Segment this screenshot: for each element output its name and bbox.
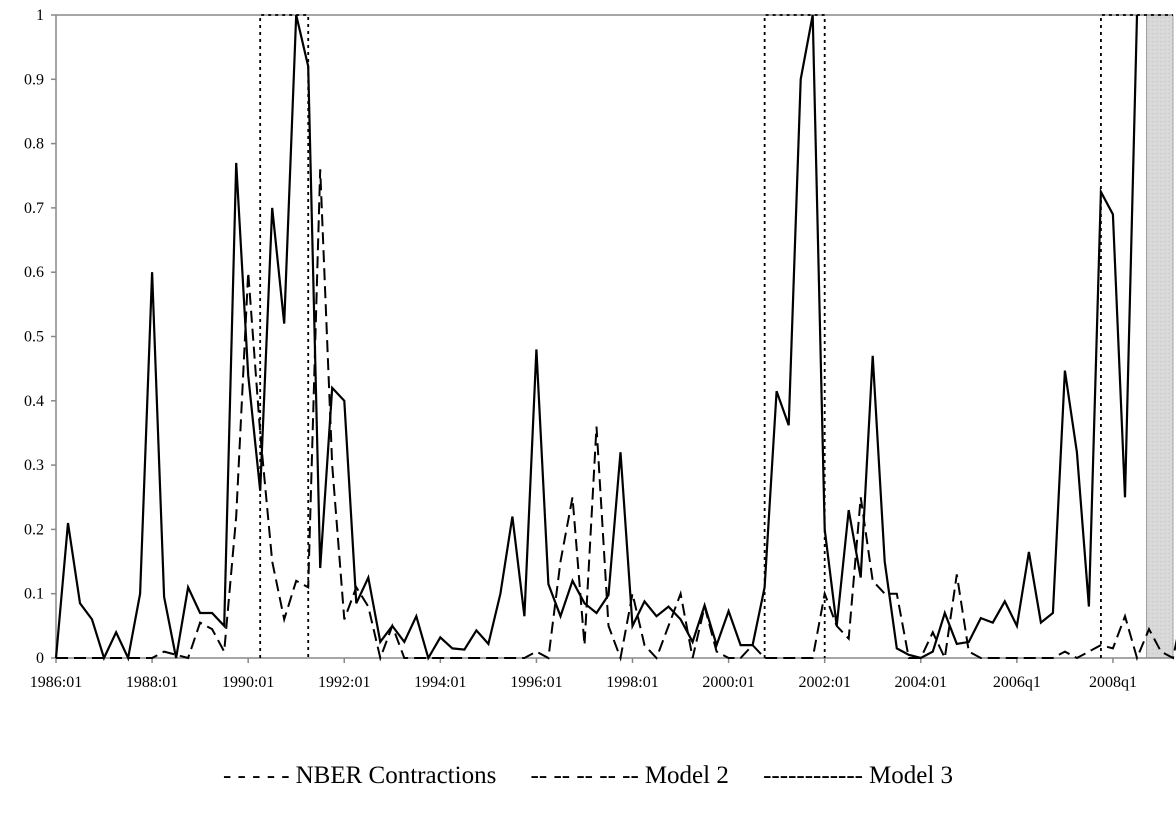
model-3-line — [54, 14, 1139, 662]
nber-contraction-band — [763, 14, 826, 658]
y-tick-label: 0.9 — [24, 71, 44, 88]
shaded-region — [1146, 14, 1174, 659]
y-tick-label: 1 — [36, 7, 44, 24]
x-tick-label: 1990:01 — [222, 674, 274, 691]
model-2-line — [56, 169, 1176, 662]
x-tick-label: 2004:01 — [895, 674, 947, 691]
x-tick-label: 2008q1 — [1089, 674, 1137, 691]
y-tick-label: 0.4 — [24, 393, 44, 410]
y-tick-label: 0 — [36, 650, 44, 667]
x-tick-label: 1986:01 — [30, 674, 82, 691]
legend-label-model-3: Model 3 — [869, 762, 954, 789]
y-tick-label: 0.3 — [24, 457, 44, 474]
shaded-region-texture — [1148, 17, 1174, 658]
recession-probability-chart: 00.10.20.30.40.50.60.70.80.91 1986:01 198… — [24, 7, 1176, 691]
y-tick-label: 0.6 — [24, 264, 44, 281]
y-tick-label: 0.7 — [24, 200, 44, 217]
legend-item-model-2: -- -- -- -- -- Model 2 — [531, 762, 729, 790]
y-tick-label: 0.8 — [24, 136, 44, 153]
x-tick-label: 2000:01 — [702, 674, 754, 691]
x-tick-label: 1988:01 — [126, 674, 178, 691]
nber-contraction-band — [259, 14, 310, 658]
legend-key-dotted: - - - - - — [222, 762, 290, 789]
x-tick-label: 2006q1 — [993, 674, 1041, 691]
x-ticks: 1986:01 1988:01 1990:01 1992:01 1994:01 1996:… — [30, 658, 1137, 691]
y-tick-label: 0.2 — [24, 521, 44, 538]
legend: - - - - - NBER Contractions -- -- -- -- -… — [0, 762, 1176, 790]
y-tick-label: 0.1 — [24, 586, 44, 603]
x-tick-label: 1994:01 — [414, 674, 466, 691]
nber-contractions-series — [259, 14, 1173, 658]
legend-label-nber: NBER Contractions — [295, 762, 497, 789]
x-tick-label: 2002:01 — [798, 674, 850, 691]
legend-label-model-2: Model 2 — [644, 762, 729, 789]
x-tick-label: 1996:01 — [510, 674, 562, 691]
x-tick-label: 1992:01 — [318, 674, 370, 691]
x-tick-label: 1998:01 — [606, 674, 658, 691]
y-tick-label: 0.5 — [24, 329, 44, 346]
legend-item-model-3: ------------ Model 3 — [763, 762, 953, 790]
legend-key-solid: ------------ — [763, 762, 863, 789]
legend-key-dashed: -- -- -- -- -- — [530, 762, 639, 789]
y-ticks: 0 0.1 0.2 0.3 0.4 0.5 0.6 0.7 0.8 0.9 1 — [24, 7, 56, 667]
legend-item-nber: - - - - - NBER Contractions — [223, 762, 496, 790]
